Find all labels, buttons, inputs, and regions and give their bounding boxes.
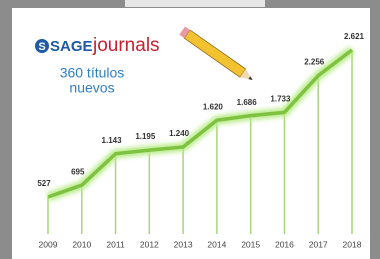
data-label: 1.240 xyxy=(169,129,190,138)
logo-product: journals xyxy=(92,35,160,56)
x-tick-label: 2013 xyxy=(174,239,193,249)
x-tick-label: 2015 xyxy=(241,239,260,249)
data-label: 1.686 xyxy=(237,98,258,107)
data-label: 2.621 xyxy=(344,32,365,41)
x-tick-label: 2017 xyxy=(309,239,328,249)
title-tab xyxy=(125,0,265,7)
data-label: 695 xyxy=(71,167,85,176)
logo-brand: SAGE xyxy=(50,38,93,55)
x-tick-label: 2016 xyxy=(275,239,294,249)
data-label: 1.733 xyxy=(270,94,291,103)
logo-icon-letter: S xyxy=(38,41,45,53)
annotation-line: nuevos xyxy=(69,80,114,96)
x-tick-label: 2012 xyxy=(140,239,159,249)
x-tick-label: 2009 xyxy=(39,239,58,249)
annotation-line: 360 títulos xyxy=(60,65,125,81)
x-tick-label: 2010 xyxy=(72,239,91,249)
x-tick-label: 2018 xyxy=(343,239,362,249)
data-label: 1.195 xyxy=(135,132,156,141)
data-label: 1.143 xyxy=(102,136,123,145)
data-label: 527 xyxy=(37,179,51,188)
logo: S SAGE journals xyxy=(35,35,160,56)
x-tick-label: 2011 xyxy=(106,239,125,249)
x-tick-label: 2014 xyxy=(207,239,226,249)
data-label: 2.256 xyxy=(304,58,325,67)
screen: S SAGE journals 360 títulos nuevos 527 20… xyxy=(0,0,380,259)
data-label: 1.620 xyxy=(203,102,224,111)
